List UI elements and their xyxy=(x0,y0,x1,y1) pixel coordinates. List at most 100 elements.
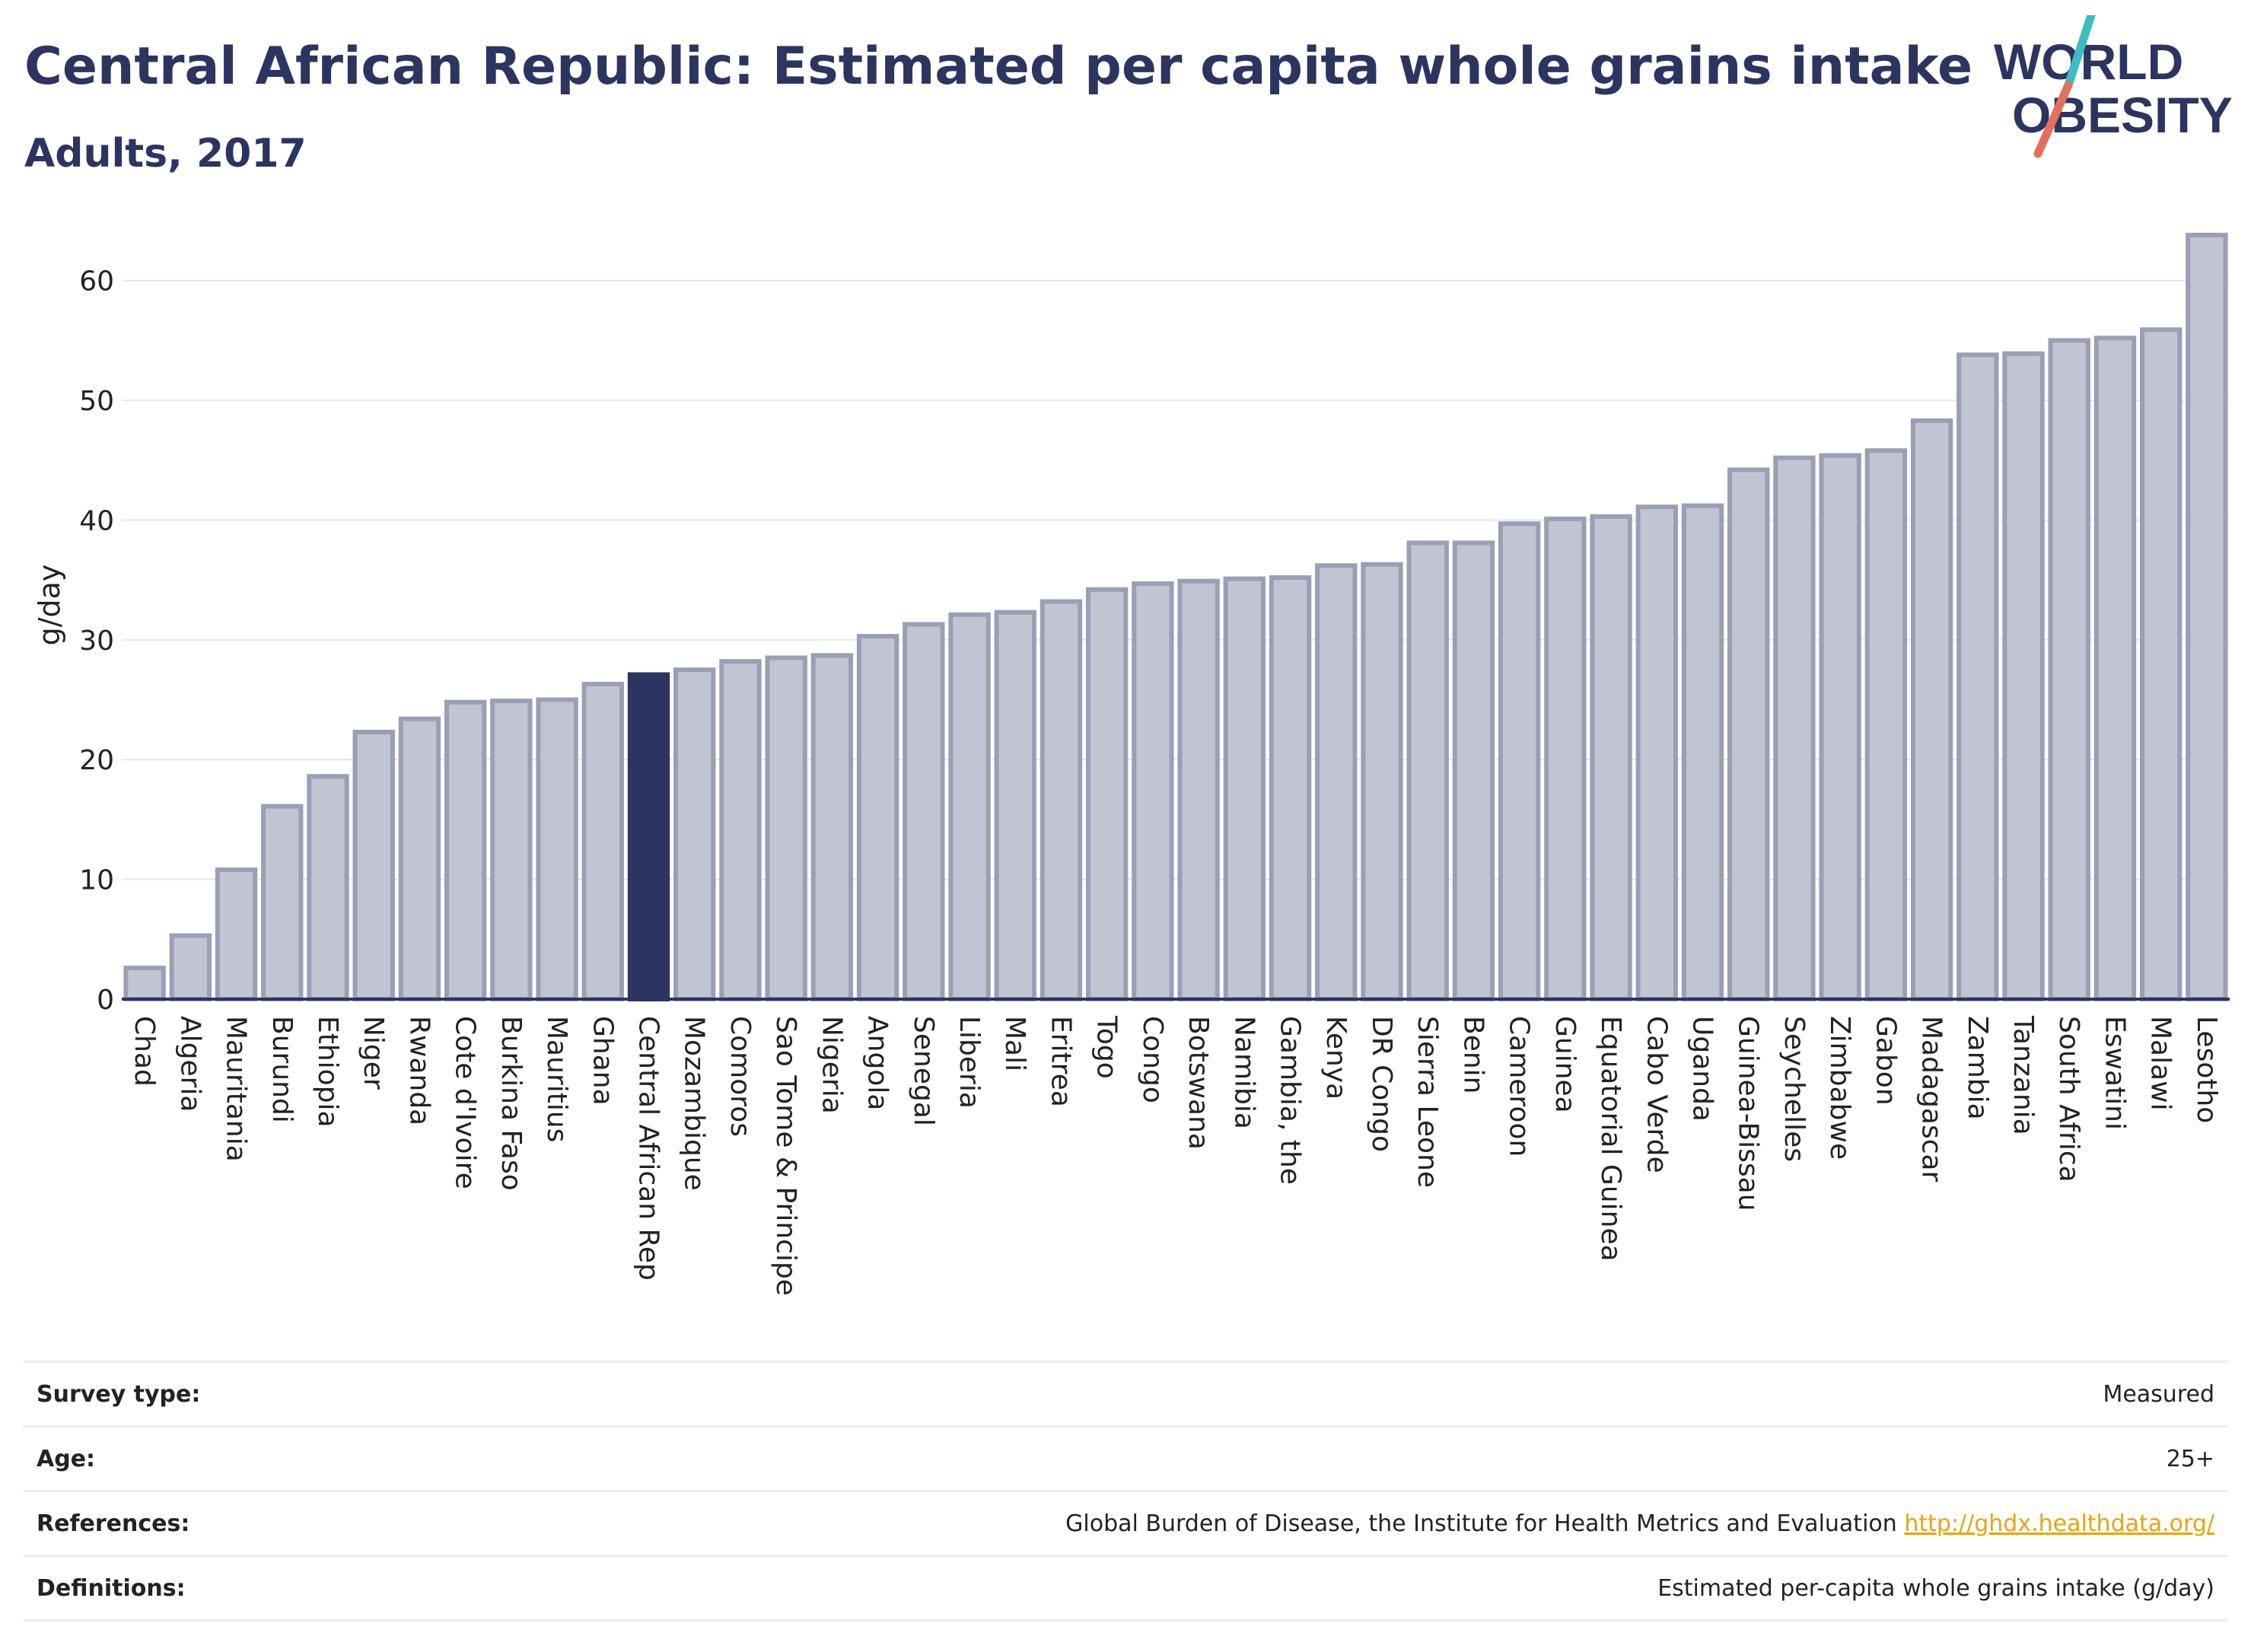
bar xyxy=(1452,540,1495,1001)
bar xyxy=(2048,338,2090,1001)
x-tick-label: Cameroon xyxy=(1504,1016,1535,1157)
bar xyxy=(1681,503,1724,1001)
references-link[interactable]: http://ghdx.healthdata.org/ xyxy=(1904,1510,2214,1537)
x-tick-label: Rwanda xyxy=(403,1016,435,1125)
x-tick-label: Mauritania xyxy=(221,1016,252,1162)
bar xyxy=(1315,563,1358,1001)
meta-value: 25+ xyxy=(355,1425,2228,1491)
bar xyxy=(1956,352,1999,1002)
x-tick-label: Zambia xyxy=(1962,1016,1993,1120)
axes: 0 10 20 30 40 50 60 Chad Algeria Mauritania Burund… xyxy=(79,266,2230,1296)
x-tick-label: Sierra Leone xyxy=(1412,1016,1443,1188)
y-tick-label: 10 xyxy=(79,865,114,896)
bar xyxy=(2002,351,2045,1002)
x-tick-label: Malawi xyxy=(2145,1016,2176,1111)
x-tick-label: Comoros xyxy=(724,1016,756,1137)
bar xyxy=(903,622,945,1002)
x-tick-label: Algeria xyxy=(174,1016,205,1112)
bar xyxy=(1498,521,1541,1001)
x-tick-label: Eritrea xyxy=(1045,1016,1076,1107)
x-tick-label: Mauritius xyxy=(541,1016,572,1142)
bar xyxy=(1132,581,1174,1001)
meta-row-definitions: Definitions: Estimated per-capita whole … xyxy=(23,1555,2228,1622)
meta-row-references: References: Global Burden of Disease, th… xyxy=(23,1490,2228,1556)
x-tick-label: Mozambique xyxy=(679,1016,710,1191)
x-tick-label: Gabon xyxy=(1870,1016,1901,1106)
x-tick-label: Kenya xyxy=(1320,1016,1352,1100)
bar xyxy=(307,774,349,1001)
bar xyxy=(1910,418,1953,1001)
meta-value: Global Burden of Disease, the Institute … xyxy=(355,1490,2228,1556)
metadata-table: Survey type: Measured Age: 25+ Reference… xyxy=(23,1361,2228,1622)
bar xyxy=(1819,453,1861,1001)
bar-chart: 0 10 20 30 40 50 60 Chad Algeria Mauritania Burund… xyxy=(33,232,2230,1296)
bar xyxy=(1269,575,1312,1001)
y-tick-label: 60 xyxy=(79,266,114,298)
world-obesity-logo: WORLD OBESITY xyxy=(1994,15,2233,158)
x-tick-label: DR Congo xyxy=(1366,1016,1397,1152)
bar xyxy=(1406,540,1449,1001)
x-tick-label: Cabo Verde xyxy=(1641,1016,1672,1173)
bar xyxy=(948,612,991,1002)
y-tick-label: 40 xyxy=(79,505,114,536)
x-tick-label: Niger xyxy=(358,1016,389,1090)
meta-key: References: xyxy=(23,1490,355,1556)
bar xyxy=(1590,514,1632,1001)
y-tick-label: 30 xyxy=(79,625,114,657)
x-tick-label: Madagascar xyxy=(1916,1016,1947,1183)
logo-slash-coral xyxy=(2033,81,2073,158)
x-tick-label: Botswana xyxy=(1183,1016,1214,1150)
bar xyxy=(169,933,212,1002)
bar xyxy=(2186,232,2228,1001)
x-tick-label: Central African Rep xyxy=(633,1016,664,1281)
references-text: Global Burden of Disease, the Institute … xyxy=(1065,1510,1905,1537)
bar xyxy=(1085,587,1129,1001)
bar xyxy=(536,697,578,1001)
x-tick-label: Lesotho xyxy=(2191,1016,2222,1123)
x-tick-label: Chad xyxy=(129,1016,160,1087)
y-tick-label: 0 xyxy=(97,985,114,1016)
x-tick-label: Cote d'Ivoire xyxy=(450,1016,481,1189)
x-tick-label: Tanzania xyxy=(2007,1015,2039,1135)
x-tick-label: Nigeria xyxy=(816,1016,847,1114)
meta-row-age: Age: 25+ xyxy=(23,1425,2228,1491)
bar xyxy=(123,966,166,1001)
bar xyxy=(1361,562,1403,1001)
x-tick-label: Zimbabwe xyxy=(1824,1016,1855,1160)
bar xyxy=(398,716,441,1001)
meta-key: Age: xyxy=(23,1425,355,1491)
meta-row-survey-type: Survey type: Measured xyxy=(23,1361,2228,1427)
x-tick-label: Burundi xyxy=(266,1016,298,1123)
meta-key: Survey type: xyxy=(23,1361,355,1427)
bar xyxy=(581,682,624,1002)
bar xyxy=(1727,467,1770,1001)
x-tick-label: Namibia xyxy=(1228,1016,1259,1129)
y-axis-label: g/day xyxy=(33,565,66,646)
bar xyxy=(673,667,716,1001)
bar xyxy=(719,659,762,1002)
bar xyxy=(215,867,258,1002)
bars xyxy=(123,232,2228,1002)
bar xyxy=(810,653,854,1001)
x-tick-label: Uganda xyxy=(1687,1016,1718,1122)
bar xyxy=(765,655,807,1001)
x-tick-label: Mali xyxy=(999,1016,1030,1071)
page-subtitle: Adults, 2017 xyxy=(24,131,307,177)
bar xyxy=(1635,505,1678,1001)
bar xyxy=(261,804,304,1001)
x-tick-label: Ethiopia xyxy=(312,1016,343,1128)
bar xyxy=(2093,336,2137,1001)
x-tick-label: Equatorial Guinea xyxy=(1595,1016,1626,1262)
bar xyxy=(1773,455,1816,1001)
x-tick-label: Sao Tome & Principe xyxy=(770,1016,801,1296)
x-tick-label: Liberia xyxy=(954,1016,985,1109)
bar xyxy=(1040,599,1083,1001)
x-tick-label: Burkina Faso xyxy=(495,1016,527,1191)
bar xyxy=(856,634,899,1002)
x-tick-label: Eswatini xyxy=(2099,1016,2130,1130)
bar xyxy=(2139,327,2183,1002)
logo-line-1: WORLD xyxy=(1994,33,2183,90)
x-tick-label: Ghana xyxy=(587,1016,618,1106)
bar xyxy=(1864,448,1908,1001)
bar xyxy=(1177,578,1220,1001)
